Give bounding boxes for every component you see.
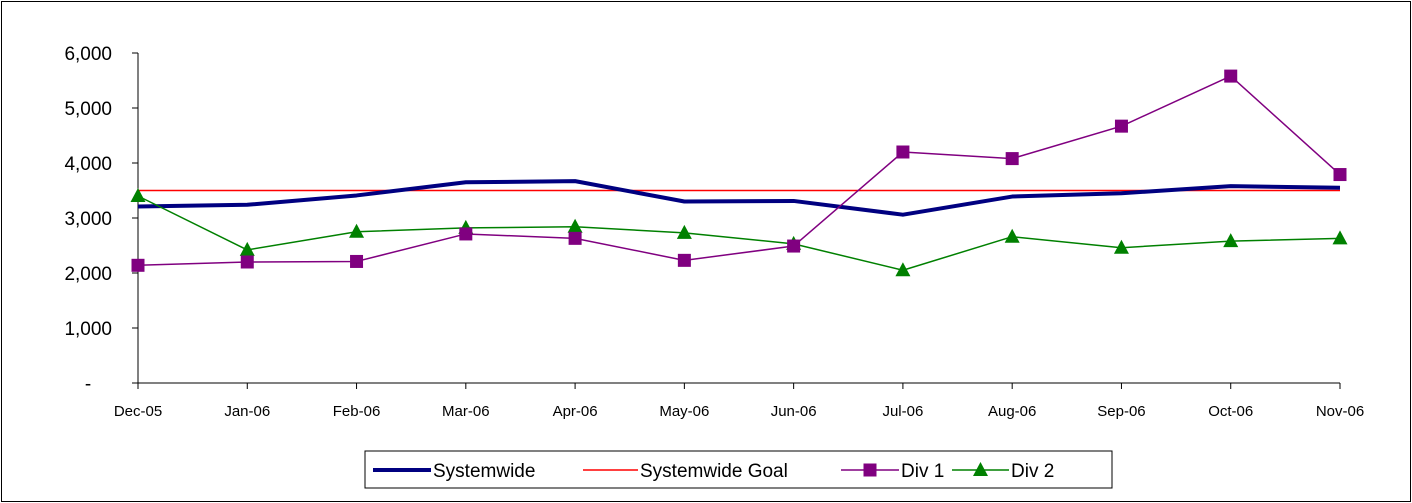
data-point <box>131 258 145 272</box>
series-line <box>137 195 1341 271</box>
y-tick-label: 4,000 <box>64 154 112 175</box>
series-line <box>137 179 1341 217</box>
x-tick-label: Feb-06 <box>333 403 381 420</box>
x-tick-label: Aug-06 <box>988 403 1036 420</box>
data-point <box>567 218 583 233</box>
x-tick-label: Nov-06 <box>1316 403 1364 420</box>
data-point <box>568 231 582 245</box>
series-layer <box>130 69 1348 277</box>
legend-label: Systemwide <box>433 461 535 482</box>
x-tick-label: Jun-06 <box>771 403 817 420</box>
legend-label: Systemwide Goal <box>640 461 788 482</box>
y-tick-label: 2,000 <box>64 264 112 285</box>
data-point <box>787 239 801 253</box>
x-axis: Dec-05 Jan-06 Feb-06 Mar-06 Apr-06 May-06 Jun-… <box>114 382 1364 420</box>
data-point <box>1223 233 1239 248</box>
data-point <box>1224 69 1238 83</box>
legend-item: Div 2 <box>952 461 1054 482</box>
data-point <box>459 227 473 241</box>
y-tick-label: 3,000 <box>64 209 112 230</box>
series-line <box>137 75 1341 267</box>
legend-marker <box>863 463 877 477</box>
x-tick-label: Dec-05 <box>114 403 162 420</box>
data-point <box>130 188 146 202</box>
legend-marker <box>973 462 988 476</box>
y-tick-label: 6,000 <box>64 44 112 65</box>
x-tick-label: Apr-06 <box>553 403 598 420</box>
y-tick-label: 5,000 <box>64 99 112 120</box>
data-point <box>239 241 255 256</box>
data-point <box>1333 168 1347 182</box>
series-div-1 <box>131 69 1347 272</box>
data-point <box>677 253 691 267</box>
x-tick-label: Mar-06 <box>442 403 490 420</box>
x-tick-label: Oct-06 <box>1208 403 1253 420</box>
legend-item: Systemwide Goal <box>583 461 788 482</box>
y-axis: - 1,000 2,000 3,000 4,000 5,000 6,000 <box>64 44 139 395</box>
data-point <box>240 255 254 269</box>
legend-label: Div 1 <box>901 461 944 482</box>
legend-item: Systemwide <box>373 461 535 482</box>
data-point <box>1332 230 1348 245</box>
data-point <box>676 224 692 239</box>
series-systemwide <box>137 179 1341 217</box>
legend: Systemwide Systemwide Goal Div 1 Div 2 <box>364 450 1113 489</box>
data-point <box>1114 119 1128 133</box>
data-point <box>1004 228 1020 243</box>
data-point <box>350 254 364 268</box>
x-tick-label: Jul-06 <box>882 403 923 420</box>
data-point <box>1113 239 1129 254</box>
data-point <box>1005 152 1019 166</box>
x-tick-label: May-06 <box>659 403 709 420</box>
x-tick-label: Sep-06 <box>1097 403 1145 420</box>
y-tick-label: - <box>85 374 91 395</box>
data-point <box>896 145 910 159</box>
data-point <box>349 223 365 238</box>
legend-item: Div 1 <box>841 461 944 482</box>
y-tick-label: 1,000 <box>64 319 112 340</box>
x-tick-label: Jan-06 <box>224 403 270 420</box>
legend-label: Div 2 <box>1011 461 1054 482</box>
data-point <box>895 262 911 277</box>
